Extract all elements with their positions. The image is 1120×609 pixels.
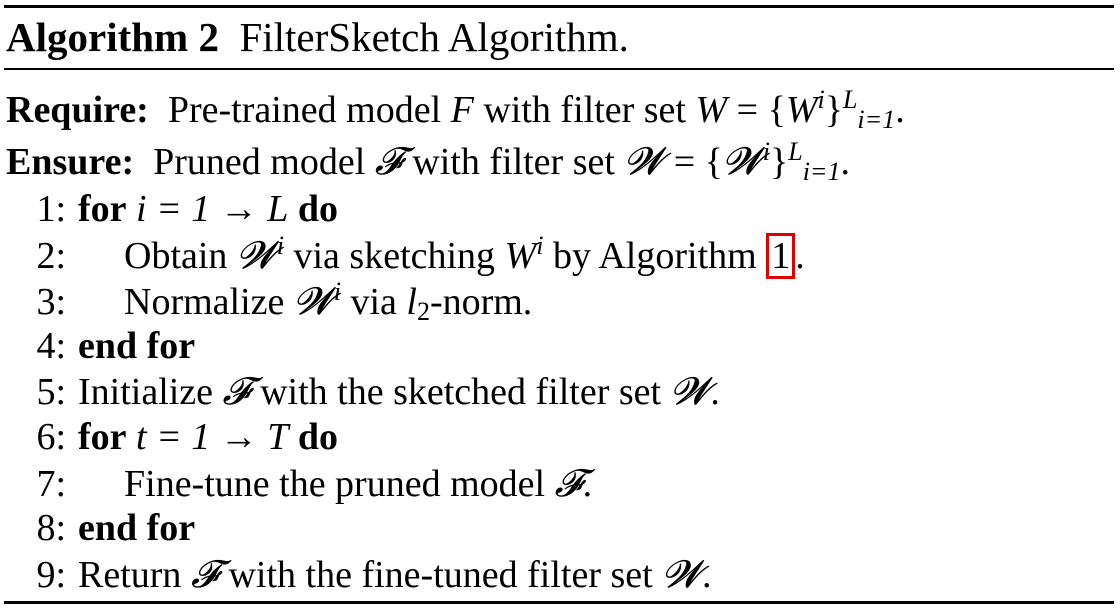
step-text: . [795,235,805,277]
do-keyword: do [297,188,339,230]
require-sup-i: i [817,85,825,114]
line-number: 5: [36,371,66,413]
step-text: -norm. [429,281,533,323]
ensure-line: Ensure: Pruned model 𝓕 with filter set 𝓦… [6,137,850,186]
step-8: 8: end for [6,505,195,551]
ensure-text: Pruned model [153,141,366,183]
require-text-mid: with filter set [483,89,686,131]
norm-subscript: 2 [416,297,430,326]
step-2: 2: Obtain 𝓦i via sketching Wi by Algorith… [6,231,805,279]
step-6: 6: for t = 1 → T do [6,414,338,460]
require-close: } [824,89,843,131]
step-text: . [582,463,593,505]
algorithm-title: FilterSketch Algorithm. [239,14,629,60]
step-text: Obtain [124,235,228,277]
ensure-set-elem: 𝓦 [722,139,763,183]
step-text: . [710,371,720,413]
line-number: 8: [36,507,66,549]
step-text: with the fine-tuned filter set [228,554,653,596]
line-number: 9: [36,554,66,596]
algorithm-reference-link[interactable]: 1 [766,233,796,279]
superscript-i: i [536,231,544,260]
step-9: 9: Return 𝓕 with the fine-tuned filter se… [6,551,712,597]
require-line: Require: Pre-trained model F with filter… [6,87,905,133]
ensure-sup-i: i [762,137,770,166]
ensure-sub-range: i=1 [802,157,841,186]
require-sup-L: L [842,85,858,114]
step-text: Return [78,554,182,596]
sketched-filter-symbol: 𝓦 [670,369,711,413]
norm-symbol: l [406,281,417,323]
step-text: Normalize [124,281,285,323]
line-number: 3: [36,281,66,323]
step-text: with the sketched filter set [260,371,662,413]
ensure-text-mid: with filter set [412,141,615,183]
require-model: F [450,89,474,131]
line-number: 7: [36,463,66,505]
do-keyword: do [297,416,339,458]
superscript-i: i [333,277,341,306]
step-1: 1: for i = 1 → L do [6,186,338,232]
line-number: 4: [36,325,66,367]
require-end: . [895,89,905,131]
step-text: via sketching [293,235,496,277]
end-for-keyword: end for [78,325,196,367]
step-5: 5: Initialize 𝓕 with the sketched filter … [6,368,720,414]
ensure-label: Ensure: [6,141,135,183]
step-text: Fine-tune the pruned model [124,463,546,505]
model-symbol: 𝓕 [554,461,583,505]
ensure-end: . [840,141,850,183]
loop-expression: t = 1 → T [136,416,289,458]
filter-symbol: W [504,235,537,277]
model-symbol: 𝓕 [222,369,251,413]
algorithm-caption: Algorithm 2 FilterSketch Algorithm. [6,8,629,66]
bottom-rule [4,601,1114,604]
top-rule [4,5,1114,8]
caption-rule [4,68,1114,70]
ensure-close: } [769,141,789,183]
loop-expression: i = 1 → L [136,188,289,230]
ensure-set-lhs: 𝓦 [624,139,665,183]
step-3: 3: Normalize 𝓦i via l2-norm. [6,277,533,326]
ensure-model: 𝓕 [374,139,403,183]
model-symbol: 𝓕 [190,552,219,596]
step-text: by Algorithm [552,235,757,277]
step-7: 7: Fine-tune the pruned model 𝓕. [6,460,592,506]
step-4: 4: end for [6,323,195,369]
for-keyword: for [78,416,127,458]
line-number: 1: [36,188,66,230]
sketched-filter-symbol: 𝓦 [236,233,277,277]
sketched-filter-symbol: 𝓦 [662,552,703,596]
line-number: 6: [36,416,66,458]
require-set-lhs: W [695,89,728,131]
end-for-keyword: end for [78,507,196,549]
superscript-i: i [276,231,284,260]
step-text: via [350,281,397,323]
algorithm-label: Algorithm 2 [6,14,219,60]
sketched-filter-symbol: 𝓦 [293,279,334,323]
require-text: Pre-trained model [167,89,442,131]
ensure-sup-L: L [788,137,803,166]
ensure-eq-open: = { [673,141,723,183]
for-keyword: for [78,188,127,230]
require-label: Require: [6,89,149,131]
require-sub-range: i=1 [857,105,896,134]
line-number: 2: [36,235,66,277]
require-set-elem: W [785,89,818,131]
step-text: Initialize [78,371,214,413]
step-text: . [702,554,712,596]
require-eq-open: = { [736,89,786,131]
